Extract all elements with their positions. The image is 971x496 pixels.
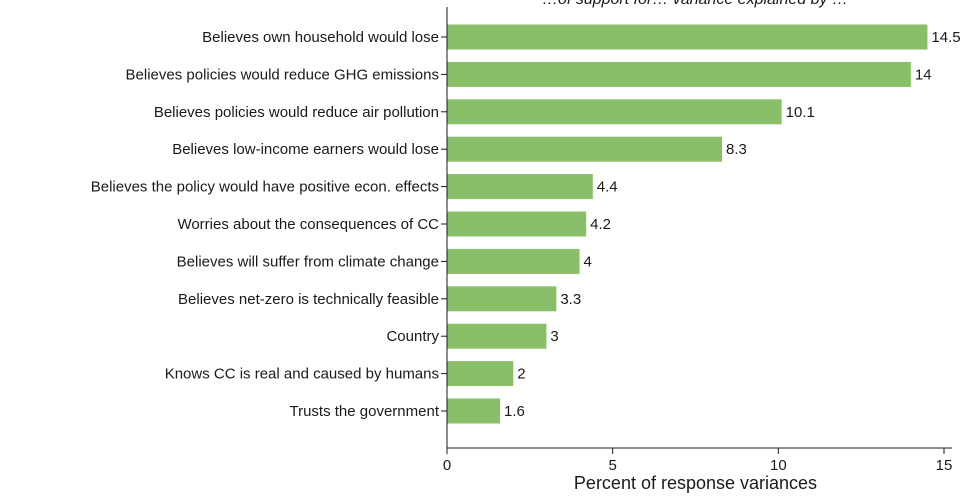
bar — [447, 398, 501, 424]
bar — [447, 248, 580, 274]
category-label: Believes own household would lose — [202, 29, 439, 46]
bars-layer — [447, 24, 928, 424]
value-label: 14 — [915, 66, 932, 83]
value-label: 2 — [517, 366, 525, 383]
value-label: 1.6 — [504, 403, 525, 420]
bar — [447, 99, 782, 125]
axes-layer — [441, 7, 952, 449]
value-label: 4 — [584, 253, 592, 270]
category-label: Worries about the consequences of CC — [177, 216, 439, 233]
bar — [447, 286, 557, 312]
bar — [447, 24, 928, 50]
category-label: Believes policies would reduce GHG emiss… — [126, 66, 439, 83]
category-label: Believes low-income earners would lose — [172, 141, 439, 158]
value-label: 8.3 — [726, 141, 747, 158]
value-label: 10.1 — [786, 104, 815, 121]
value-label: 4.4 — [597, 179, 618, 196]
value-label: 3 — [550, 328, 558, 345]
category-label: Believes the policy would have positive … — [91, 179, 439, 196]
category-label: Trusts the government — [289, 403, 439, 420]
category-label: Believes will suffer from climate change — [177, 253, 439, 270]
bar — [447, 211, 587, 237]
category-label: Knows CC is real and caused by humans — [165, 366, 439, 383]
value-label: 14.5 — [931, 29, 960, 46]
bar — [447, 61, 911, 87]
category-label: Country — [386, 328, 439, 345]
x-tick-label: 5 — [608, 457, 616, 474]
category-labels-layer: Believes own household would lose Believe… — [91, 29, 440, 420]
x-tick-label: 10 — [770, 457, 787, 474]
value-labels-layer: 14.5 14 10.1 8.3 4.4 4.2 4 3.3 3 2 1.6 — [504, 29, 961, 420]
bar — [447, 174, 593, 200]
value-label: 4.2 — [590, 216, 611, 233]
x-axis-title: Percent of response variances — [574, 473, 817, 493]
x-ticks-layer: 0 5 10 15 — [443, 448, 953, 474]
bar — [447, 323, 547, 349]
category-label: Believes net-zero is technically feasibl… — [178, 291, 439, 308]
value-label: 3.3 — [560, 291, 581, 308]
bar — [447, 136, 723, 162]
bar — [447, 361, 514, 387]
x-tick-label: 15 — [936, 457, 953, 474]
x-tick-label: 0 — [443, 457, 451, 474]
chart-title-layer: …of support for… variance explained by … — [542, 0, 848, 8]
chart-title: …of support for… variance explained by … — [542, 0, 848, 8]
category-label: Believes policies would reduce air pollu… — [154, 104, 439, 121]
